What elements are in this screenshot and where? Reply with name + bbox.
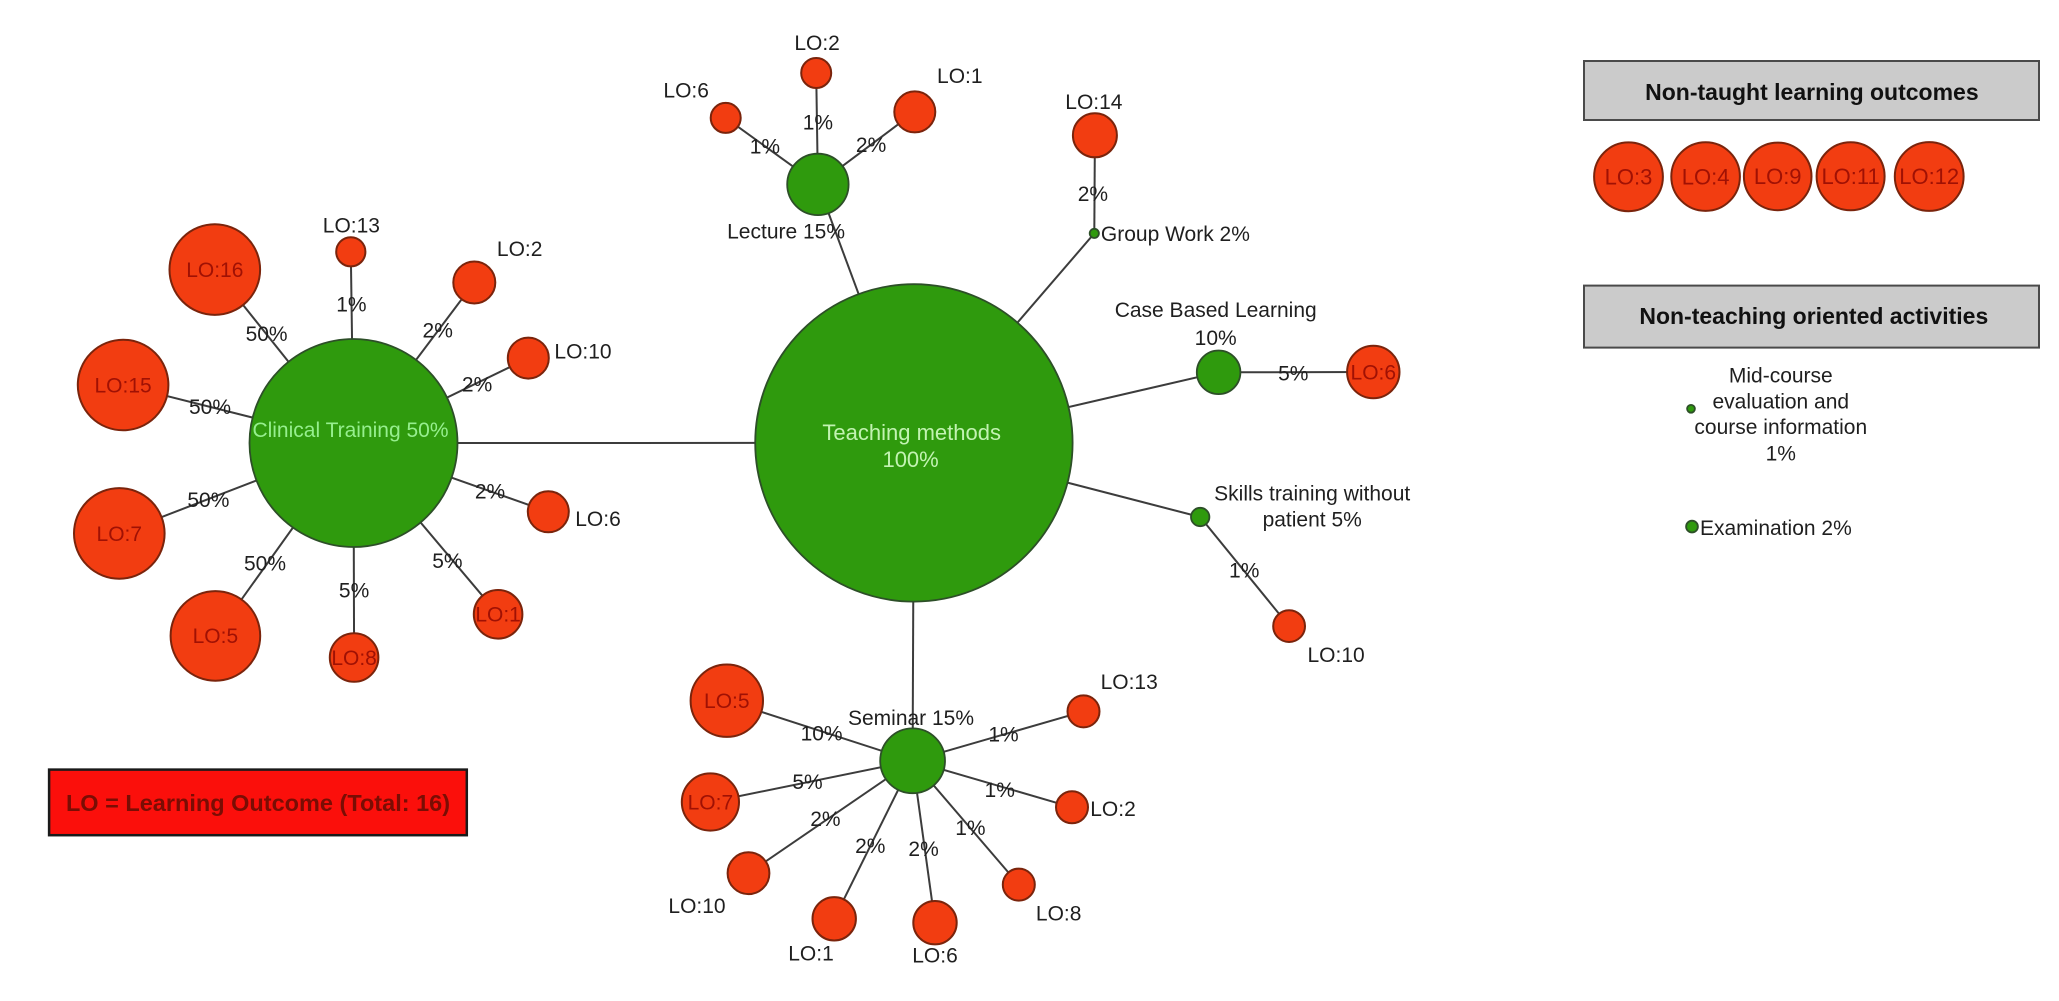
- svg-text:LO:2: LO:2: [497, 238, 543, 261]
- svg-text:10%: 10%: [1195, 327, 1237, 350]
- svg-text:LO:9: LO:9: [1754, 164, 1802, 189]
- svg-text:LO:1: LO:1: [937, 65, 983, 88]
- svg-text:LO:5: LO:5: [193, 625, 239, 648]
- svg-text:LO:8: LO:8: [1036, 902, 1082, 925]
- svg-text:Lecture 15%: Lecture 15%: [727, 220, 845, 243]
- svg-text:LO:8: LO:8: [331, 647, 377, 670]
- svg-text:LO:2: LO:2: [1090, 798, 1136, 821]
- svg-text:LO:13: LO:13: [323, 215, 380, 238]
- svg-text:2%: 2%: [475, 481, 505, 504]
- svg-text:2%: 2%: [462, 373, 492, 396]
- svg-text:LO:15: LO:15: [94, 374, 151, 397]
- svg-text:Group Work 2%: Group Work 2%: [1101, 223, 1250, 246]
- svg-text:Case Based Learning: Case Based Learning: [1115, 299, 1317, 322]
- svg-text:Examination 2%: Examination 2%: [1700, 517, 1852, 540]
- svg-text:1%: 1%: [955, 817, 985, 840]
- svg-text:Mid-course: Mid-course: [1729, 365, 1833, 388]
- svg-text:Teaching methods: Teaching methods: [822, 420, 1001, 445]
- svg-text:5%: 5%: [432, 550, 462, 573]
- svg-text:1%: 1%: [985, 779, 1015, 802]
- svg-text:100%: 100%: [882, 447, 938, 472]
- svg-text:LO:6: LO:6: [1351, 361, 1397, 384]
- svg-text:LO:3: LO:3: [1605, 165, 1653, 190]
- svg-text:LO:7: LO:7: [97, 523, 143, 546]
- svg-text:LO:10: LO:10: [668, 895, 725, 918]
- svg-text:1%: 1%: [803, 111, 833, 134]
- svg-text:LO:6: LO:6: [575, 508, 621, 531]
- svg-text:Skills training without: Skills training without: [1214, 483, 1410, 506]
- svg-text:2%: 2%: [423, 319, 453, 342]
- svg-text:2%: 2%: [855, 835, 885, 858]
- svg-text:LO:1: LO:1: [475, 604, 521, 627]
- svg-text:1%: 1%: [750, 136, 780, 159]
- svg-text:LO:2: LO:2: [794, 32, 840, 55]
- svg-text:evaluation and: evaluation and: [1712, 390, 1849, 413]
- svg-text:LO:14: LO:14: [1065, 91, 1123, 114]
- svg-text:Non-taught learning outcomes: Non-taught learning outcomes: [1645, 79, 1979, 105]
- svg-text:5%: 5%: [1278, 363, 1308, 386]
- svg-text:LO:12: LO:12: [1899, 164, 1959, 189]
- svg-text:50%: 50%: [244, 553, 286, 576]
- svg-text:course information: course information: [1694, 416, 1867, 439]
- svg-text:50%: 50%: [189, 396, 231, 419]
- svg-text:1%: 1%: [336, 294, 366, 317]
- svg-text:5%: 5%: [792, 771, 822, 794]
- svg-text:LO:10: LO:10: [1307, 644, 1364, 667]
- svg-text:LO:13: LO:13: [1101, 671, 1158, 694]
- svg-text:Seminar 15%: Seminar 15%: [848, 707, 974, 730]
- svg-text:2%: 2%: [856, 134, 886, 157]
- svg-text:LO:7: LO:7: [688, 791, 734, 814]
- svg-text:LO:6: LO:6: [663, 79, 709, 102]
- svg-text:5%: 5%: [339, 580, 369, 603]
- svg-text:1%: 1%: [1766, 443, 1796, 466]
- svg-text:LO:6: LO:6: [912, 944, 958, 967]
- svg-text:1%: 1%: [988, 724, 1018, 747]
- svg-text:1%: 1%: [1229, 560, 1259, 583]
- svg-text:LO = Learning Outcome (Total:: LO = Learning Outcome (Total: 16): [66, 790, 450, 816]
- svg-text:LO:1: LO:1: [788, 942, 834, 965]
- svg-text:10%: 10%: [801, 723, 843, 746]
- svg-text:LO:5: LO:5: [704, 690, 750, 713]
- svg-text:Clinical Training 50%: Clinical Training 50%: [252, 419, 448, 442]
- svg-text:50%: 50%: [246, 323, 288, 346]
- svg-text:LO:4: LO:4: [1682, 164, 1730, 189]
- svg-text:Non-teaching oriented activiti: Non-teaching oriented activities: [1639, 303, 1988, 329]
- svg-text:2%: 2%: [810, 808, 840, 831]
- svg-text:LO:16: LO:16: [186, 259, 243, 282]
- svg-text:patient 5%: patient 5%: [1263, 509, 1362, 532]
- svg-text:2%: 2%: [1078, 183, 1108, 206]
- svg-text:50%: 50%: [187, 489, 229, 512]
- svg-text:2%: 2%: [908, 838, 938, 861]
- svg-text:LO:10: LO:10: [554, 340, 611, 363]
- svg-text:LO:11: LO:11: [1821, 164, 1879, 189]
